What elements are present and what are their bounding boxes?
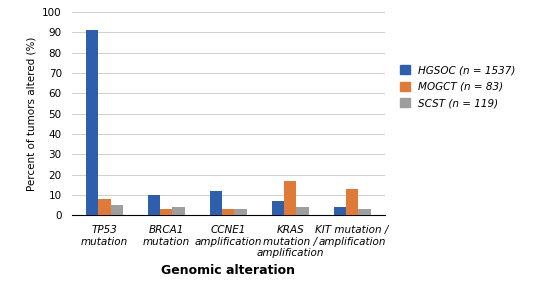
Bar: [86, 30, 98, 215]
Bar: [148, 195, 160, 215]
Bar: [210, 191, 222, 215]
Bar: [346, 189, 359, 215]
Y-axis label: Percent of tumors altered (%): Percent of tumors altered (%): [26, 36, 37, 191]
Bar: [111, 205, 123, 215]
Bar: [98, 199, 111, 215]
Legend: HGSOC (n = 1537), MOGCT (n = 83), SCST (n = 119): HGSOC (n = 1537), MOGCT (n = 83), SCST (…: [397, 62, 519, 111]
X-axis label: Genomic alteration: Genomic alteration: [161, 264, 295, 277]
Bar: [160, 209, 173, 215]
Bar: [234, 209, 247, 215]
Bar: [296, 207, 309, 215]
Bar: [284, 181, 296, 215]
Bar: [334, 207, 346, 215]
Bar: [173, 207, 185, 215]
Bar: [272, 201, 284, 215]
Bar: [222, 209, 234, 215]
Bar: [359, 209, 371, 215]
